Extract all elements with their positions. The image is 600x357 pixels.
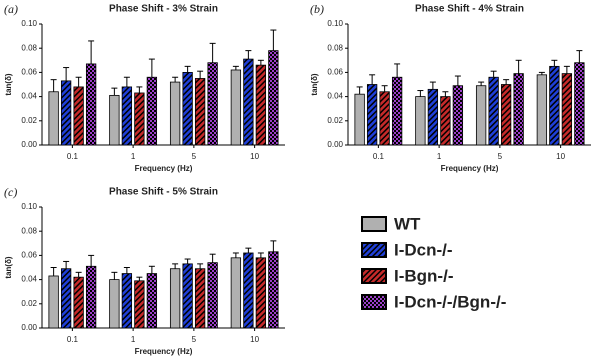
bar — [169, 268, 181, 329]
y-tick-label: 0.04 — [21, 275, 37, 284]
bar — [549, 65, 560, 146]
bar — [427, 88, 439, 146]
x-tick-label: 5 — [498, 152, 503, 161]
y-tick-label: 0.06 — [21, 251, 37, 260]
chart-title: Phase Shift - 4% Strain — [415, 4, 524, 15]
chart-title: Phase Shift - 5% Strain — [109, 187, 218, 198]
bar — [243, 58, 254, 146]
legend-label: I-Bgn-/- — [394, 266, 453, 285]
y-tick-label: 0.02 — [327, 116, 343, 125]
y-tick-label: 0.00 — [21, 140, 37, 149]
bar — [415, 96, 426, 146]
x-tick-label: 1 — [437, 152, 442, 161]
legend-label: I-Dcn-/-/Bgn-/- — [394, 292, 506, 311]
bar — [513, 73, 524, 146]
bar — [146, 76, 158, 146]
bar — [194, 78, 206, 146]
bar — [366, 84, 378, 146]
bar — [230, 257, 242, 329]
x-tick-label: 10 — [250, 152, 259, 161]
x-tick-label: 10 — [556, 152, 565, 161]
x-tick-label: 1 — [131, 335, 136, 344]
bar — [121, 86, 133, 146]
x-tick-label: 10 — [250, 335, 259, 344]
legend-label: WT — [394, 214, 421, 233]
bar — [60, 268, 72, 329]
bar — [146, 273, 158, 329]
y-tick-label: 0.10 — [327, 19, 343, 28]
bar — [475, 85, 487, 146]
legend-swatch — [361, 268, 387, 284]
bar — [169, 81, 181, 146]
bar — [500, 84, 512, 146]
legend-label: I-Dcn-/- — [394, 240, 453, 259]
bar — [207, 62, 218, 146]
x-axis-label: Frequency (Hz) — [441, 164, 499, 173]
bar — [134, 92, 145, 146]
bar — [379, 91, 390, 146]
y-axis-label: tan(δ) — [4, 256, 13, 279]
bar — [73, 276, 84, 329]
y-tick-label: 0.02 — [21, 299, 37, 308]
y-tick-label: 0.08 — [327, 43, 343, 52]
y-axis-label: tan(δ) — [310, 73, 319, 96]
legend-swatch — [361, 216, 387, 232]
bar — [452, 85, 464, 146]
bar — [48, 275, 59, 329]
bar — [230, 69, 242, 146]
panel-label: (b) — [310, 2, 324, 16]
bar — [440, 96, 451, 146]
bar — [354, 93, 365, 146]
y-tick-label: 0.04 — [327, 92, 343, 101]
bar — [561, 73, 573, 146]
bar — [243, 252, 254, 329]
y-tick-label: 0.06 — [327, 68, 343, 77]
x-tick-label: 0.1 — [373, 152, 385, 161]
y-tick-label: 0.00 — [327, 140, 343, 149]
y-tick-label: 0.00 — [21, 323, 37, 332]
bar — [73, 86, 84, 146]
bar — [268, 251, 279, 329]
legend-swatch — [361, 242, 387, 258]
bar — [194, 268, 206, 329]
bar — [121, 273, 133, 329]
x-tick-label: 0.1 — [67, 335, 79, 344]
bar — [85, 265, 97, 329]
bar — [182, 263, 193, 329]
bar — [268, 50, 279, 146]
bar — [60, 80, 72, 146]
y-tick-label: 0.10 — [21, 19, 37, 28]
y-tick-label: 0.02 — [21, 116, 37, 125]
bar — [391, 76, 403, 146]
y-tick-label: 0.06 — [21, 68, 37, 77]
bar — [255, 64, 267, 146]
x-tick-label: 5 — [192, 152, 197, 161]
bar — [109, 94, 120, 146]
bar — [85, 63, 97, 146]
x-tick-label: 5 — [192, 335, 197, 344]
bar — [182, 72, 193, 146]
bar — [255, 257, 267, 329]
legend-swatch — [361, 294, 387, 310]
bar — [536, 74, 548, 146]
panel-label: (a) — [4, 2, 18, 16]
y-tick-label: 0.04 — [21, 92, 37, 101]
y-tick-label: 0.08 — [21, 43, 37, 52]
panel-label: (c) — [4, 185, 17, 199]
bar — [574, 62, 585, 146]
x-axis-label: Frequency (Hz) — [135, 164, 193, 173]
x-axis-label: Frequency (Hz) — [135, 347, 193, 356]
bar — [134, 280, 145, 329]
chart-title: Phase Shift - 3% Strain — [109, 4, 218, 15]
x-tick-label: 0.1 — [67, 152, 79, 161]
bar — [48, 91, 59, 146]
y-tick-label: 0.08 — [21, 226, 37, 235]
y-tick-label: 0.10 — [21, 202, 37, 211]
x-tick-label: 1 — [131, 152, 136, 161]
bar — [488, 76, 499, 146]
bar — [109, 279, 120, 329]
bar — [207, 262, 218, 329]
y-axis-label: tan(δ) — [4, 73, 13, 96]
